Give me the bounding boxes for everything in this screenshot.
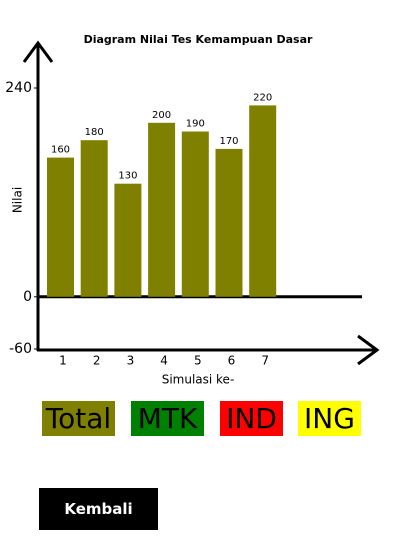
x-axis-label: Simulasi ke- [162,373,235,387]
x-tick-label: 7 [261,354,269,368]
axes [22,40,380,366]
y-tick-label: 240 [5,80,32,96]
x-tick-label: 6 [228,354,236,368]
filter-button[interactable]: Total [42,401,115,436]
bar [47,157,74,297]
x-tick-label: 5 [194,354,202,368]
filter-button[interactable]: ING [298,401,361,436]
value-label: 160 [51,145,70,156]
x-tick-label: 2 [93,354,101,368]
value-label: 220 [253,92,272,103]
bar [249,105,277,297]
y-tick-label: 0 [23,289,32,305]
filter-button[interactable]: IND [220,401,283,436]
plot: -60 0 240 1 160 2 180 3 130 4 200 5 190 6 170 7 220 [5,80,362,368]
back-button[interactable]: Kembali [39,488,158,530]
value-label: 170 [219,136,238,147]
value-label: 190 [186,119,205,130]
y-axis-label: Nilai [11,187,25,213]
value-label: 180 [85,127,104,138]
bar [148,122,176,297]
bar [80,140,108,297]
x-arrow [357,334,380,366]
bar [114,183,142,297]
x-tick-label: 4 [160,354,168,368]
value-label: 130 [118,171,137,182]
filter-button[interactable]: MTK [131,401,204,436]
y-arrow [22,40,54,63]
y-tick-label: -60 [9,341,32,357]
chart-title: Diagram Nilai Tes Kemampuan Dasar [84,33,313,46]
bar [181,131,209,297]
value-label: 200 [152,110,171,121]
x-tick-label: 1 [59,354,67,368]
bar [215,148,243,297]
x-tick-label: 3 [127,354,135,368]
